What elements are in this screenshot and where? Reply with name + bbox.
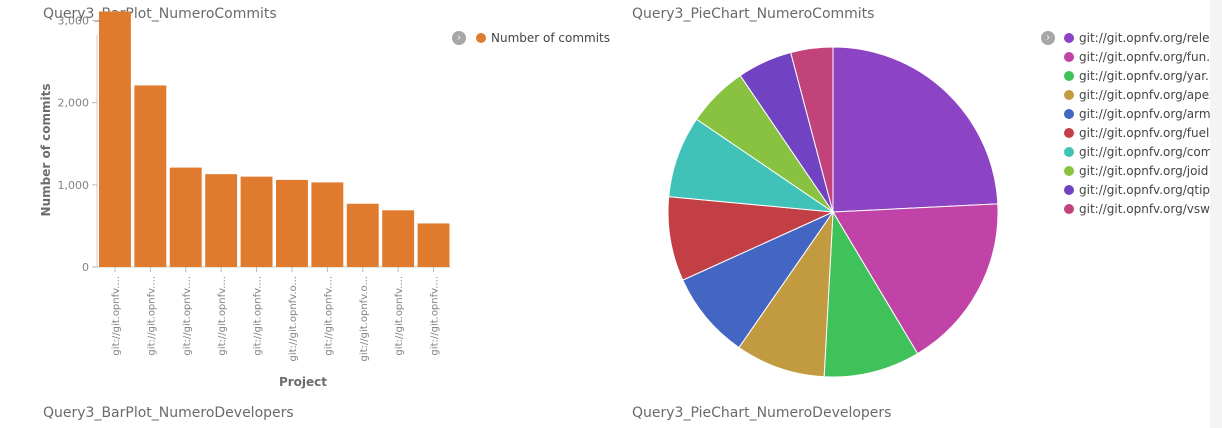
x-tick-label: git://git.opnfv.o... — [288, 276, 299, 362]
legend-item[interactable]: git://git.opnfv.org/rele... — [1064, 28, 1222, 47]
pie-slice[interactable] — [832, 203, 999, 355]
legend-item[interactable]: git://git.opnfv.org/qtip — [1064, 180, 1222, 199]
x-tick-label: git://git.opnfv.... — [111, 276, 122, 356]
bar[interactable] — [134, 85, 167, 267]
legend-label: git://git.opnfv.org/yar... — [1079, 68, 1217, 83]
y-axis-label: Number of commits — [39, 84, 53, 217]
bar[interactable] — [205, 174, 238, 267]
x-tick-label: git://git.opnfv.... — [394, 276, 405, 356]
legend-dot — [1064, 184, 1074, 195]
y-tick-label: 1,000 — [58, 179, 90, 192]
x-tick-label: git://git.opnfv.... — [217, 276, 228, 356]
bar[interactable] — [169, 167, 202, 267]
legend-item[interactable]: git://git.opnfv.org/com... — [1064, 142, 1222, 161]
legend-dot — [1064, 70, 1074, 81]
bar[interactable] — [276, 179, 308, 267]
legend-dot — [1064, 165, 1074, 176]
pie-slice[interactable] — [682, 210, 835, 349]
legend-label: git://git.opnfv.org/fuel — [1079, 125, 1210, 140]
legend-dot — [476, 32, 486, 43]
legend-dot — [1064, 51, 1074, 62]
pie-slice[interactable] — [738, 210, 834, 378]
legend-dot — [1064, 127, 1074, 138]
legend-item[interactable]: git://git.opnfv.org/yar... — [1064, 66, 1222, 85]
bar[interactable] — [382, 210, 415, 267]
legend-item[interactable]: git://git.opnfv.org/fuel — [1064, 123, 1222, 142]
legend-label: Number of commits — [491, 30, 611, 45]
legend-item[interactable]: git://git.opnfv.org/fun... — [1064, 47, 1222, 66]
x-tick-label: git://git.opnfv.o... — [359, 276, 370, 362]
x-tick-label: git://git.opnfv.... — [323, 276, 334, 356]
y-tick-label: 0 — [82, 261, 89, 274]
pie-legend: git://git.opnfv.org/rele... git://git.opn… — [1064, 28, 1222, 218]
legend-dot — [1064, 146, 1074, 157]
legend-item[interactable]: git://git.opnfv.org/arm... — [1064, 104, 1222, 123]
legend-label: git://git.opnfv.org/arm... — [1079, 106, 1222, 121]
legend-label: git://git.opnfv.org/qtip — [1079, 182, 1211, 197]
bottom-right-panel-title: Query3_PieChart_NumeroDevelopers — [632, 405, 892, 421]
legend-label: git://git.opnfv.org/vsw... — [1079, 201, 1221, 216]
bar-legend: Number of commits — [476, 28, 610, 47]
legend-item[interactable]: git://git.opnfv.org/vsw... — [1064, 199, 1222, 218]
legend-label: git://git.opnfv.org/rele... — [1079, 30, 1221, 45]
x-tick-label: git://git.opnfv.... — [430, 276, 441, 356]
legend-label: git://git.opnfv.org/apex — [1079, 87, 1216, 102]
x-tick-label: git://git.opnfv.... — [253, 276, 264, 356]
bottom-left-panel-title: Query3_BarPlot_NumeroDevelopers — [43, 405, 294, 421]
pie-panel-title: Query3_PieChart_NumeroCommits — [632, 6, 875, 22]
pie-slice[interactable] — [832, 46, 999, 213]
x-tick-label: git://git.opnfv.... — [182, 276, 193, 356]
x-tick-label: git://git.opnfv.... — [146, 276, 157, 356]
bar[interactable] — [99, 11, 131, 267]
bar[interactable] — [240, 176, 273, 267]
bar[interactable] — [346, 203, 379, 267]
x-axis-label: Project — [279, 375, 327, 389]
legend-dot — [1064, 32, 1074, 43]
legend-item[interactable]: git://git.opnfv.org/apex — [1064, 85, 1222, 104]
legend-label: git://git.opnfv.org/joid — [1079, 163, 1209, 178]
legend-label: git://git.opnfv.org/com... — [1079, 144, 1222, 159]
pie-chart — [667, 46, 999, 378]
bar-chart: 0 1,000 2,000 3,000 Number of commits Project… — [39, 11, 451, 389]
legend-dot — [1064, 89, 1074, 100]
legend-dot — [1064, 203, 1074, 214]
pie-slice[interactable] — [823, 210, 919, 378]
y-tick-label: 2,000 — [58, 97, 90, 110]
legend-dot — [1064, 108, 1074, 119]
scroll-gutter — [1210, 0, 1222, 428]
bar[interactable] — [417, 223, 450, 267]
legend-item-number-of-commits[interactable]: Number of commits — [476, 28, 610, 47]
y-tick-label: 3,000 — [58, 15, 90, 28]
bar[interactable] — [311, 182, 344, 267]
pie-slice[interactable] — [790, 46, 834, 213]
chevron-right-icon[interactable]: › — [452, 31, 466, 45]
chevron-right-icon[interactable]: › — [1041, 31, 1055, 45]
legend-label: git://git.opnfv.org/fun... — [1079, 49, 1218, 64]
legend-item[interactable]: git://git.opnfv.org/joid — [1064, 161, 1222, 180]
